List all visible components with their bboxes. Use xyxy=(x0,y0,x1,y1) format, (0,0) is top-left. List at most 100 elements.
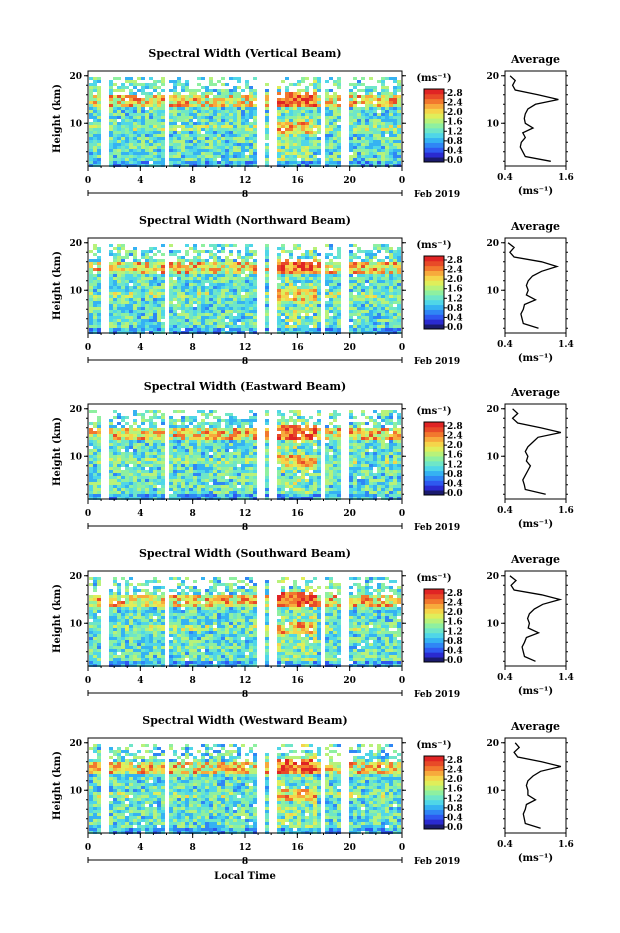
colorbar-swatch xyxy=(424,143,444,148)
colorbar-tick-label: 0.4 xyxy=(447,313,463,323)
colorbar-swatch xyxy=(424,451,444,456)
profile-x-label: 0.4 xyxy=(497,506,513,516)
heatmap-cells xyxy=(89,744,401,834)
colorbar-swatch xyxy=(424,280,444,285)
heatmap-cells xyxy=(89,410,401,500)
colorbar-swatch xyxy=(424,633,444,638)
panel-title: Spectral Width (Vertical Beam) xyxy=(148,47,341,60)
colorbar-swatch xyxy=(424,594,444,599)
colorbar-tick-label: 1.6 xyxy=(447,618,463,628)
profile-x-label: 1.4 xyxy=(558,673,574,683)
colorbar-swatch xyxy=(424,113,444,118)
x-tick-label: 8 xyxy=(190,843,196,853)
panels-group: Spectral Width (Vertical Beam) Height (km… xyxy=(52,47,574,867)
x-tick-label: 0 xyxy=(85,509,91,519)
colorbar-swatch xyxy=(424,805,444,810)
colorbar-tick-label: 1.2 xyxy=(447,794,463,804)
profile-y-label: 20 xyxy=(486,572,499,582)
colorbar-swatch xyxy=(424,432,444,437)
x-tick-label: 20 xyxy=(343,176,356,186)
panel-ylabel: Height (km) xyxy=(52,84,63,153)
heatmap-cells xyxy=(89,77,401,167)
x-tick-label: 0 xyxy=(399,843,405,853)
colorbar-swatch xyxy=(424,618,444,623)
colorbar-swatch xyxy=(424,647,444,652)
profile-line xyxy=(508,243,557,328)
x-tick-label: 16 xyxy=(291,176,304,186)
profile-y-label: 20 xyxy=(486,405,499,415)
colorbar-swatch xyxy=(424,437,444,442)
colorbar-swatch xyxy=(424,599,444,604)
profile-x-label: 0.4 xyxy=(497,673,513,683)
profile-y-label: 10 xyxy=(486,286,499,296)
colorbar-swatch xyxy=(424,94,444,99)
footer-xlabel: Local Time xyxy=(214,871,276,882)
profile-xlabel: (ms⁻¹) xyxy=(518,853,553,864)
colorbar-swatch xyxy=(424,608,444,613)
panel-ylabel: Height (km) xyxy=(52,251,63,320)
colorbar-tick-label: 0.4 xyxy=(447,646,463,656)
x-tick-label: 8 xyxy=(190,343,196,353)
colorbar-swatch xyxy=(424,123,444,128)
profile-line xyxy=(510,76,558,162)
profile-y-label: 10 xyxy=(486,619,499,629)
month-label: Feb 2019 xyxy=(414,523,460,533)
colorbar-unit: (ms⁻¹) xyxy=(416,73,451,84)
colorbar-tick-label: 0.0 xyxy=(447,489,463,499)
colorbar-swatch xyxy=(424,271,444,276)
panel-title: Spectral Width (Northward Beam) xyxy=(139,214,351,227)
x-tick-label: 12 xyxy=(239,176,252,186)
colorbar-unit: (ms⁻¹) xyxy=(416,406,451,417)
panel-1: Spectral Width (Vertical Beam) Height (km… xyxy=(52,47,574,200)
panel-4: Spectral Width (Southward Beam) Height (k… xyxy=(52,547,574,700)
profile-x-label: 0.4 xyxy=(497,340,513,350)
colorbar-unit: (ms⁻¹) xyxy=(416,740,451,751)
colorbar-swatch xyxy=(424,133,444,138)
colorbar-tick-label: 1.6 xyxy=(447,285,463,295)
profile-x-label: 0.4 xyxy=(497,840,513,850)
panel-ylabel: Height (km) xyxy=(52,584,63,653)
colorbar-swatch xyxy=(424,814,444,819)
panel-title: Spectral Width (Southward Beam) xyxy=(139,547,351,560)
colorbar-swatch xyxy=(424,775,444,780)
colorbar-swatch xyxy=(424,295,444,300)
profile-x-label: 1.6 xyxy=(558,506,574,516)
colorbar-swatch xyxy=(424,810,444,815)
colorbar-swatch xyxy=(424,589,444,594)
colorbar-tick-label: 2.0 xyxy=(447,441,463,451)
profile-y-label: 20 xyxy=(486,72,499,82)
colorbar-tick-label: 2.0 xyxy=(447,275,463,285)
colorbar-tick-label: 0.8 xyxy=(447,470,463,480)
colorbar-tick-label: 1.2 xyxy=(447,127,463,137)
colorbar-swatch xyxy=(424,466,444,471)
colorbar-swatch xyxy=(424,471,444,476)
colorbar-swatch xyxy=(424,756,444,761)
colorbar-swatch xyxy=(424,427,444,432)
colorbar-swatch xyxy=(424,604,444,609)
colorbar-swatch xyxy=(424,780,444,785)
profile-frame xyxy=(505,404,566,499)
colorbar-swatch xyxy=(424,300,444,305)
colorbar-swatch xyxy=(424,761,444,766)
colorbar-tick-label: 2.4 xyxy=(447,266,463,276)
profile-xlabel: (ms⁻¹) xyxy=(518,686,553,697)
month-label: Feb 2019 xyxy=(414,357,460,367)
colorbar-swatch xyxy=(424,275,444,280)
heatmap-cells xyxy=(89,577,401,667)
colorbar-swatch xyxy=(424,152,444,157)
colorbar-swatch xyxy=(424,290,444,295)
colorbar-swatch xyxy=(424,771,444,776)
colorbar-tick-label: 1.6 xyxy=(447,451,463,461)
colorbar-swatch xyxy=(424,480,444,485)
y-tick-label: 20 xyxy=(69,572,82,582)
x-tick-label: 16 xyxy=(291,343,304,353)
colorbar-tick-label: 2.8 xyxy=(447,256,463,266)
colorbar-tick-label: 0.8 xyxy=(447,637,463,647)
y-tick-label: 10 xyxy=(69,452,82,462)
colorbar-tick-label: 0.8 xyxy=(447,137,463,147)
colorbar-swatch xyxy=(424,652,444,657)
colorbar-tick-label: 1.6 xyxy=(447,118,463,128)
x-tick-label: 20 xyxy=(343,676,356,686)
colorbar-swatch xyxy=(424,785,444,790)
